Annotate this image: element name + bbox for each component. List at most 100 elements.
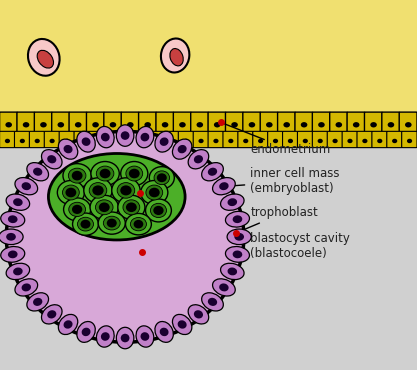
Ellipse shape [377, 139, 382, 143]
Ellipse shape [117, 183, 135, 198]
FancyBboxPatch shape [387, 131, 402, 148]
FancyBboxPatch shape [148, 131, 164, 148]
FancyBboxPatch shape [17, 112, 35, 133]
Circle shape [126, 202, 137, 212]
FancyBboxPatch shape [226, 112, 243, 133]
FancyBboxPatch shape [138, 112, 156, 133]
FancyBboxPatch shape [121, 112, 139, 133]
Text: inner cell mass
(embryoblast): inner cell mass (embryoblast) [143, 167, 340, 195]
FancyBboxPatch shape [52, 112, 70, 133]
FancyBboxPatch shape [297, 131, 313, 148]
Ellipse shape [188, 149, 208, 169]
Ellipse shape [33, 298, 43, 306]
Ellipse shape [141, 332, 149, 341]
Ellipse shape [208, 298, 217, 306]
Circle shape [6, 131, 244, 342]
Ellipse shape [139, 139, 144, 143]
Ellipse shape [78, 217, 93, 231]
FancyBboxPatch shape [260, 112, 278, 133]
FancyBboxPatch shape [330, 112, 347, 133]
Ellipse shape [221, 194, 244, 211]
FancyBboxPatch shape [278, 112, 295, 133]
Ellipse shape [318, 139, 323, 143]
Ellipse shape [110, 122, 116, 128]
Ellipse shape [178, 145, 187, 153]
Ellipse shape [77, 131, 95, 152]
Ellipse shape [22, 182, 31, 190]
FancyBboxPatch shape [89, 131, 104, 148]
FancyBboxPatch shape [0, 112, 18, 133]
Circle shape [72, 171, 83, 181]
Ellipse shape [284, 122, 290, 128]
Ellipse shape [173, 314, 192, 334]
FancyBboxPatch shape [178, 131, 193, 148]
Ellipse shape [123, 200, 140, 215]
FancyBboxPatch shape [59, 131, 75, 148]
Ellipse shape [173, 139, 192, 159]
FancyBboxPatch shape [357, 131, 372, 148]
FancyBboxPatch shape [312, 131, 328, 148]
FancyBboxPatch shape [238, 131, 253, 148]
Ellipse shape [27, 293, 48, 311]
Ellipse shape [118, 195, 145, 219]
Ellipse shape [23, 122, 29, 128]
FancyBboxPatch shape [163, 131, 179, 148]
Ellipse shape [103, 216, 120, 230]
Ellipse shape [370, 122, 377, 128]
Ellipse shape [82, 328, 90, 336]
FancyBboxPatch shape [0, 131, 15, 148]
Ellipse shape [63, 185, 79, 200]
Ellipse shape [96, 127, 114, 148]
FancyBboxPatch shape [347, 112, 365, 133]
FancyBboxPatch shape [372, 131, 387, 148]
FancyBboxPatch shape [253, 131, 268, 148]
Ellipse shape [188, 305, 208, 324]
Ellipse shape [13, 268, 23, 275]
Text: trophoblast: trophoblast [238, 206, 318, 232]
FancyBboxPatch shape [223, 131, 238, 148]
Ellipse shape [35, 139, 40, 143]
Ellipse shape [336, 122, 342, 128]
Ellipse shape [63, 198, 90, 221]
FancyBboxPatch shape [364, 112, 382, 133]
Ellipse shape [15, 279, 38, 296]
Ellipse shape [22, 283, 31, 292]
Bar [0, 0, 417, 113]
Ellipse shape [58, 314, 78, 334]
Ellipse shape [301, 122, 307, 128]
Ellipse shape [151, 204, 166, 218]
FancyBboxPatch shape [191, 112, 208, 133]
Circle shape [157, 173, 167, 182]
FancyBboxPatch shape [342, 131, 357, 148]
Ellipse shape [273, 139, 278, 143]
Ellipse shape [226, 211, 249, 227]
Ellipse shape [27, 163, 48, 181]
FancyBboxPatch shape [208, 112, 226, 133]
Ellipse shape [226, 246, 249, 262]
Ellipse shape [162, 122, 168, 128]
Ellipse shape [28, 39, 60, 76]
Ellipse shape [98, 212, 125, 234]
Circle shape [99, 202, 110, 212]
Ellipse shape [362, 139, 367, 143]
Ellipse shape [231, 122, 238, 128]
Ellipse shape [112, 178, 140, 203]
Ellipse shape [1, 211, 25, 227]
Ellipse shape [50, 139, 55, 143]
Ellipse shape [388, 122, 394, 128]
Ellipse shape [141, 181, 168, 205]
FancyBboxPatch shape [402, 131, 417, 148]
Ellipse shape [73, 213, 98, 235]
Ellipse shape [303, 139, 308, 143]
Ellipse shape [219, 283, 229, 292]
Ellipse shape [15, 178, 38, 195]
Ellipse shape [57, 181, 84, 205]
Ellipse shape [109, 139, 114, 143]
FancyBboxPatch shape [283, 131, 298, 148]
Ellipse shape [33, 168, 43, 176]
Ellipse shape [168, 139, 174, 143]
Ellipse shape [228, 268, 237, 275]
Ellipse shape [8, 250, 18, 258]
Ellipse shape [58, 122, 64, 128]
Ellipse shape [20, 139, 25, 143]
